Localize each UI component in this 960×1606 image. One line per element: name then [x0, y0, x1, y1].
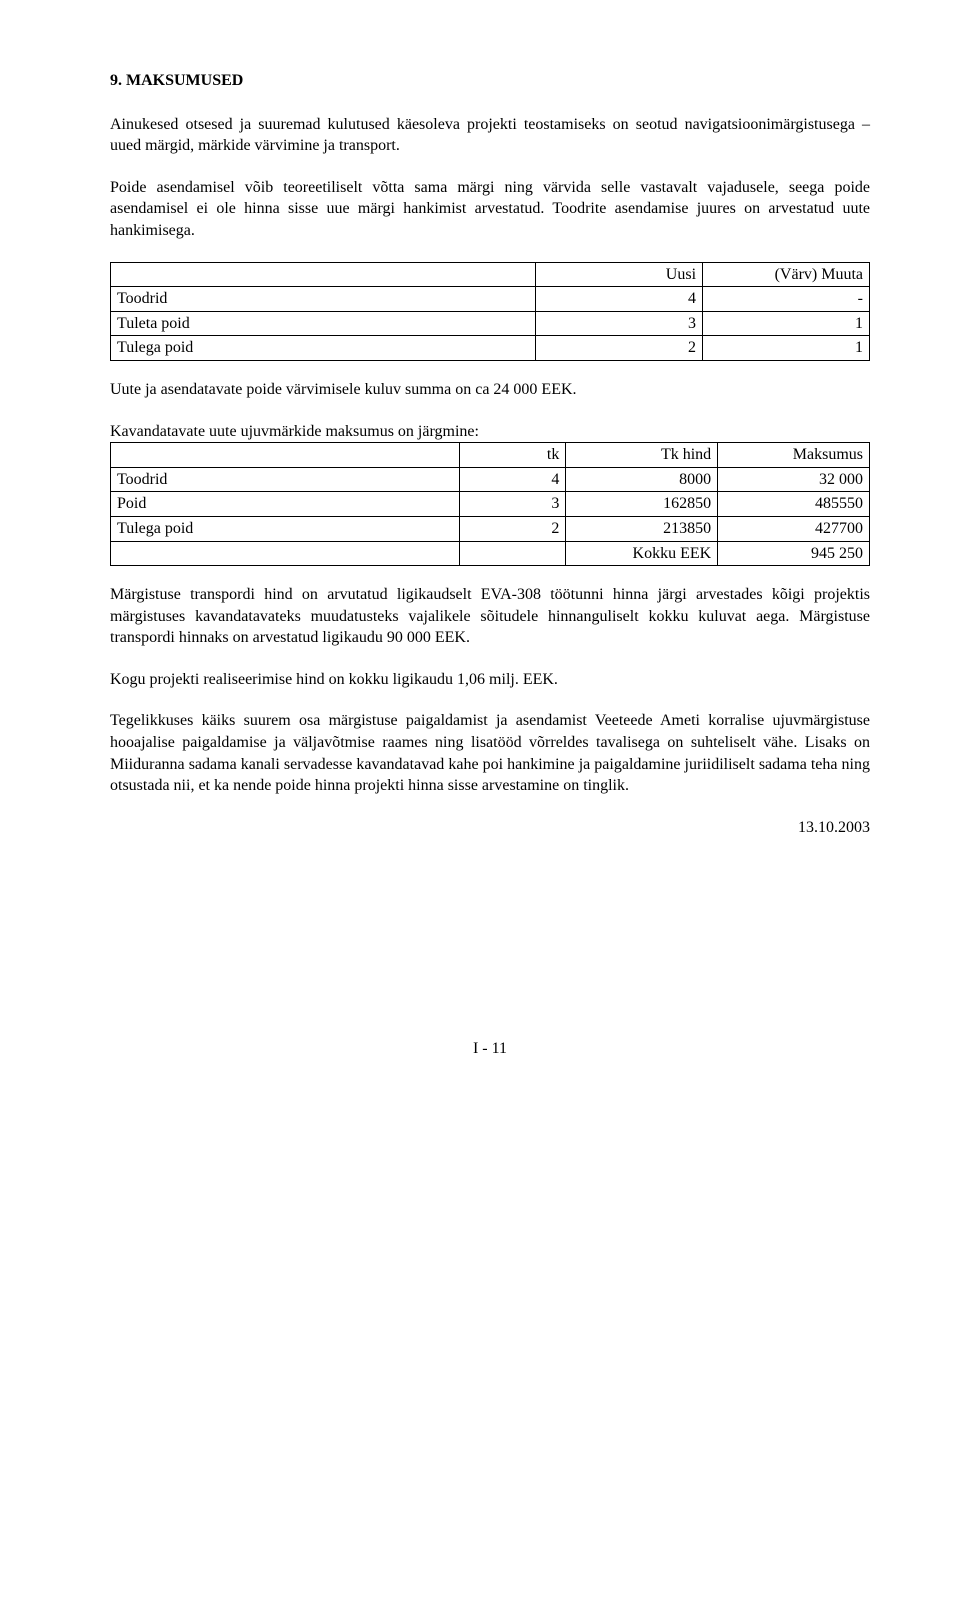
section-heading: 9. MAKSUMUSED: [110, 70, 870, 92]
table-cell: 1: [703, 336, 870, 361]
paragraph-6: Kogu projekti realiseerimise hind on kok…: [110, 669, 870, 691]
page-number: I - 11: [110, 1038, 870, 1060]
table-cell: 1: [703, 311, 870, 336]
paragraph-2: Poide asendamisel võib teoreetiliselt võ…: [110, 177, 870, 242]
table-cell: 32 000: [718, 467, 870, 492]
table-header: [111, 443, 460, 468]
paragraph-7: Tegelikkuses käiks suurem osa märgistuse…: [110, 710, 870, 796]
table-cell: 945 250: [718, 541, 870, 566]
table-cell: 8000: [566, 467, 718, 492]
table-cell: Tulega poid: [111, 336, 536, 361]
table-cell: 162850: [566, 492, 718, 517]
table-cell: [460, 541, 566, 566]
table-header: Uusi: [536, 262, 703, 287]
paragraph-5: Märgistuse transpordi hind on arvutatud …: [110, 584, 870, 649]
table-cell: Kokku EEK: [566, 541, 718, 566]
table-header: (Värv) Muuta: [703, 262, 870, 287]
paragraph-3: Uute ja asendatavate poide värvimisele k…: [110, 379, 870, 401]
table-cell: Poid: [111, 492, 460, 517]
table-cell: Tuleta poid: [111, 311, 536, 336]
paragraph-1: Ainukesed otsesed ja suuremad kulutused …: [110, 114, 870, 157]
table-cell: 3: [536, 311, 703, 336]
table-header: Tk hind: [566, 443, 718, 468]
table-header: tk: [460, 443, 566, 468]
table-cell: 4: [536, 287, 703, 312]
table-cell: -: [703, 287, 870, 312]
table-header: [111, 262, 536, 287]
table-cell: Tulega poid: [111, 516, 460, 541]
table-cell: 2: [460, 516, 566, 541]
table-maksumus: tk Tk hind Maksumus Toodrid 4 8000 32 00…: [110, 442, 870, 566]
table-cell: 213850: [566, 516, 718, 541]
table-cell: 3: [460, 492, 566, 517]
table-header: Maksumus: [718, 443, 870, 468]
table-cell: 485550: [718, 492, 870, 517]
document-date: 13.10.2003: [110, 817, 870, 839]
table-cell: 4: [460, 467, 566, 492]
paragraph-4: Kavandatavate uute ujuvmärkide maksumus …: [110, 421, 870, 443]
table-cell: Toodrid: [111, 467, 460, 492]
table-cell: 2: [536, 336, 703, 361]
table-cell: 427700: [718, 516, 870, 541]
table-cell: [111, 541, 460, 566]
table-cell: Toodrid: [111, 287, 536, 312]
table-uusi-muuta: Uusi (Värv) Muuta Toodrid 4 - Tuleta poi…: [110, 262, 870, 361]
